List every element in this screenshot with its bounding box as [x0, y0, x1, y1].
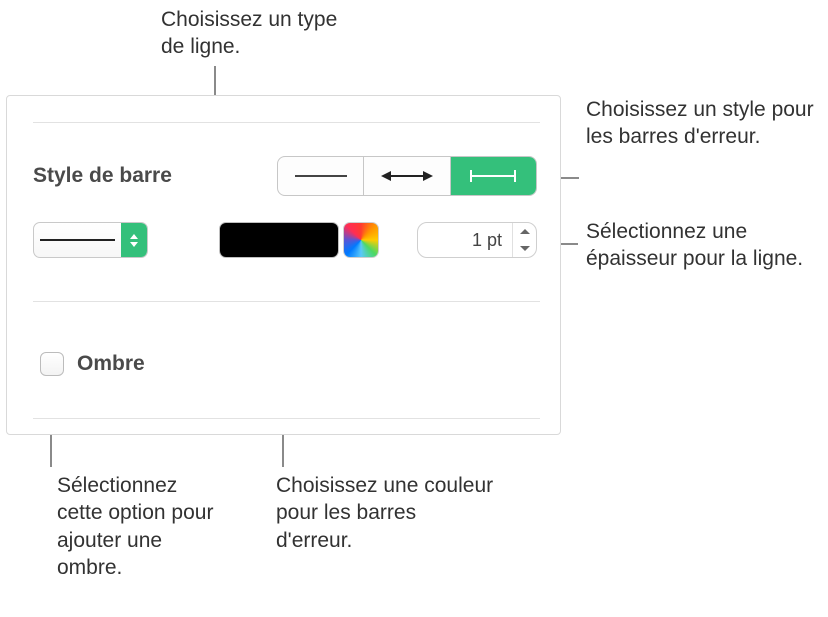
- section-title: Style de barre: [33, 164, 172, 188]
- line-icon: [291, 168, 351, 184]
- line-type-popup[interactable]: [33, 222, 148, 258]
- stepper-up[interactable]: [513, 223, 536, 240]
- error-style-option-capped[interactable]: [451, 157, 536, 195]
- chevron-updown-icon: [121, 223, 147, 257]
- callout-shadow: Sélectionnez cette option pour ajouter u…: [57, 472, 227, 581]
- stepper-down[interactable]: [513, 240, 536, 257]
- divider: [33, 301, 540, 302]
- callout-line-weight: Sélectionnez une épaisseur pour la ligne…: [586, 218, 816, 273]
- color-wheel-button[interactable]: [343, 222, 379, 258]
- callout-error-style: Choisissez un style pour les barres d'er…: [586, 96, 816, 151]
- error-style-option-arrows[interactable]: [364, 157, 450, 195]
- callout-color: Choisissez une couleur pour les barres d…: [276, 472, 496, 554]
- divider: [33, 122, 540, 123]
- line-weight-stepper[interactable]: 1 pt: [417, 222, 537, 258]
- shadow-checkbox[interactable]: [40, 352, 64, 376]
- style-panel: Style de barre: [6, 95, 561, 435]
- capped-line-icon: [463, 168, 523, 184]
- line-weight-value: 1 pt: [418, 230, 512, 251]
- error-bar-style-segmented[interactable]: [277, 156, 537, 196]
- divider: [33, 418, 540, 419]
- arrow-ends-icon: [377, 168, 437, 184]
- error-style-option-line[interactable]: [278, 157, 364, 195]
- color-well[interactable]: [219, 222, 339, 258]
- callout-line-type: Choisissez un type de ligne.: [161, 6, 351, 61]
- shadow-label: Ombre: [77, 352, 145, 376]
- line-type-sample: [40, 239, 115, 241]
